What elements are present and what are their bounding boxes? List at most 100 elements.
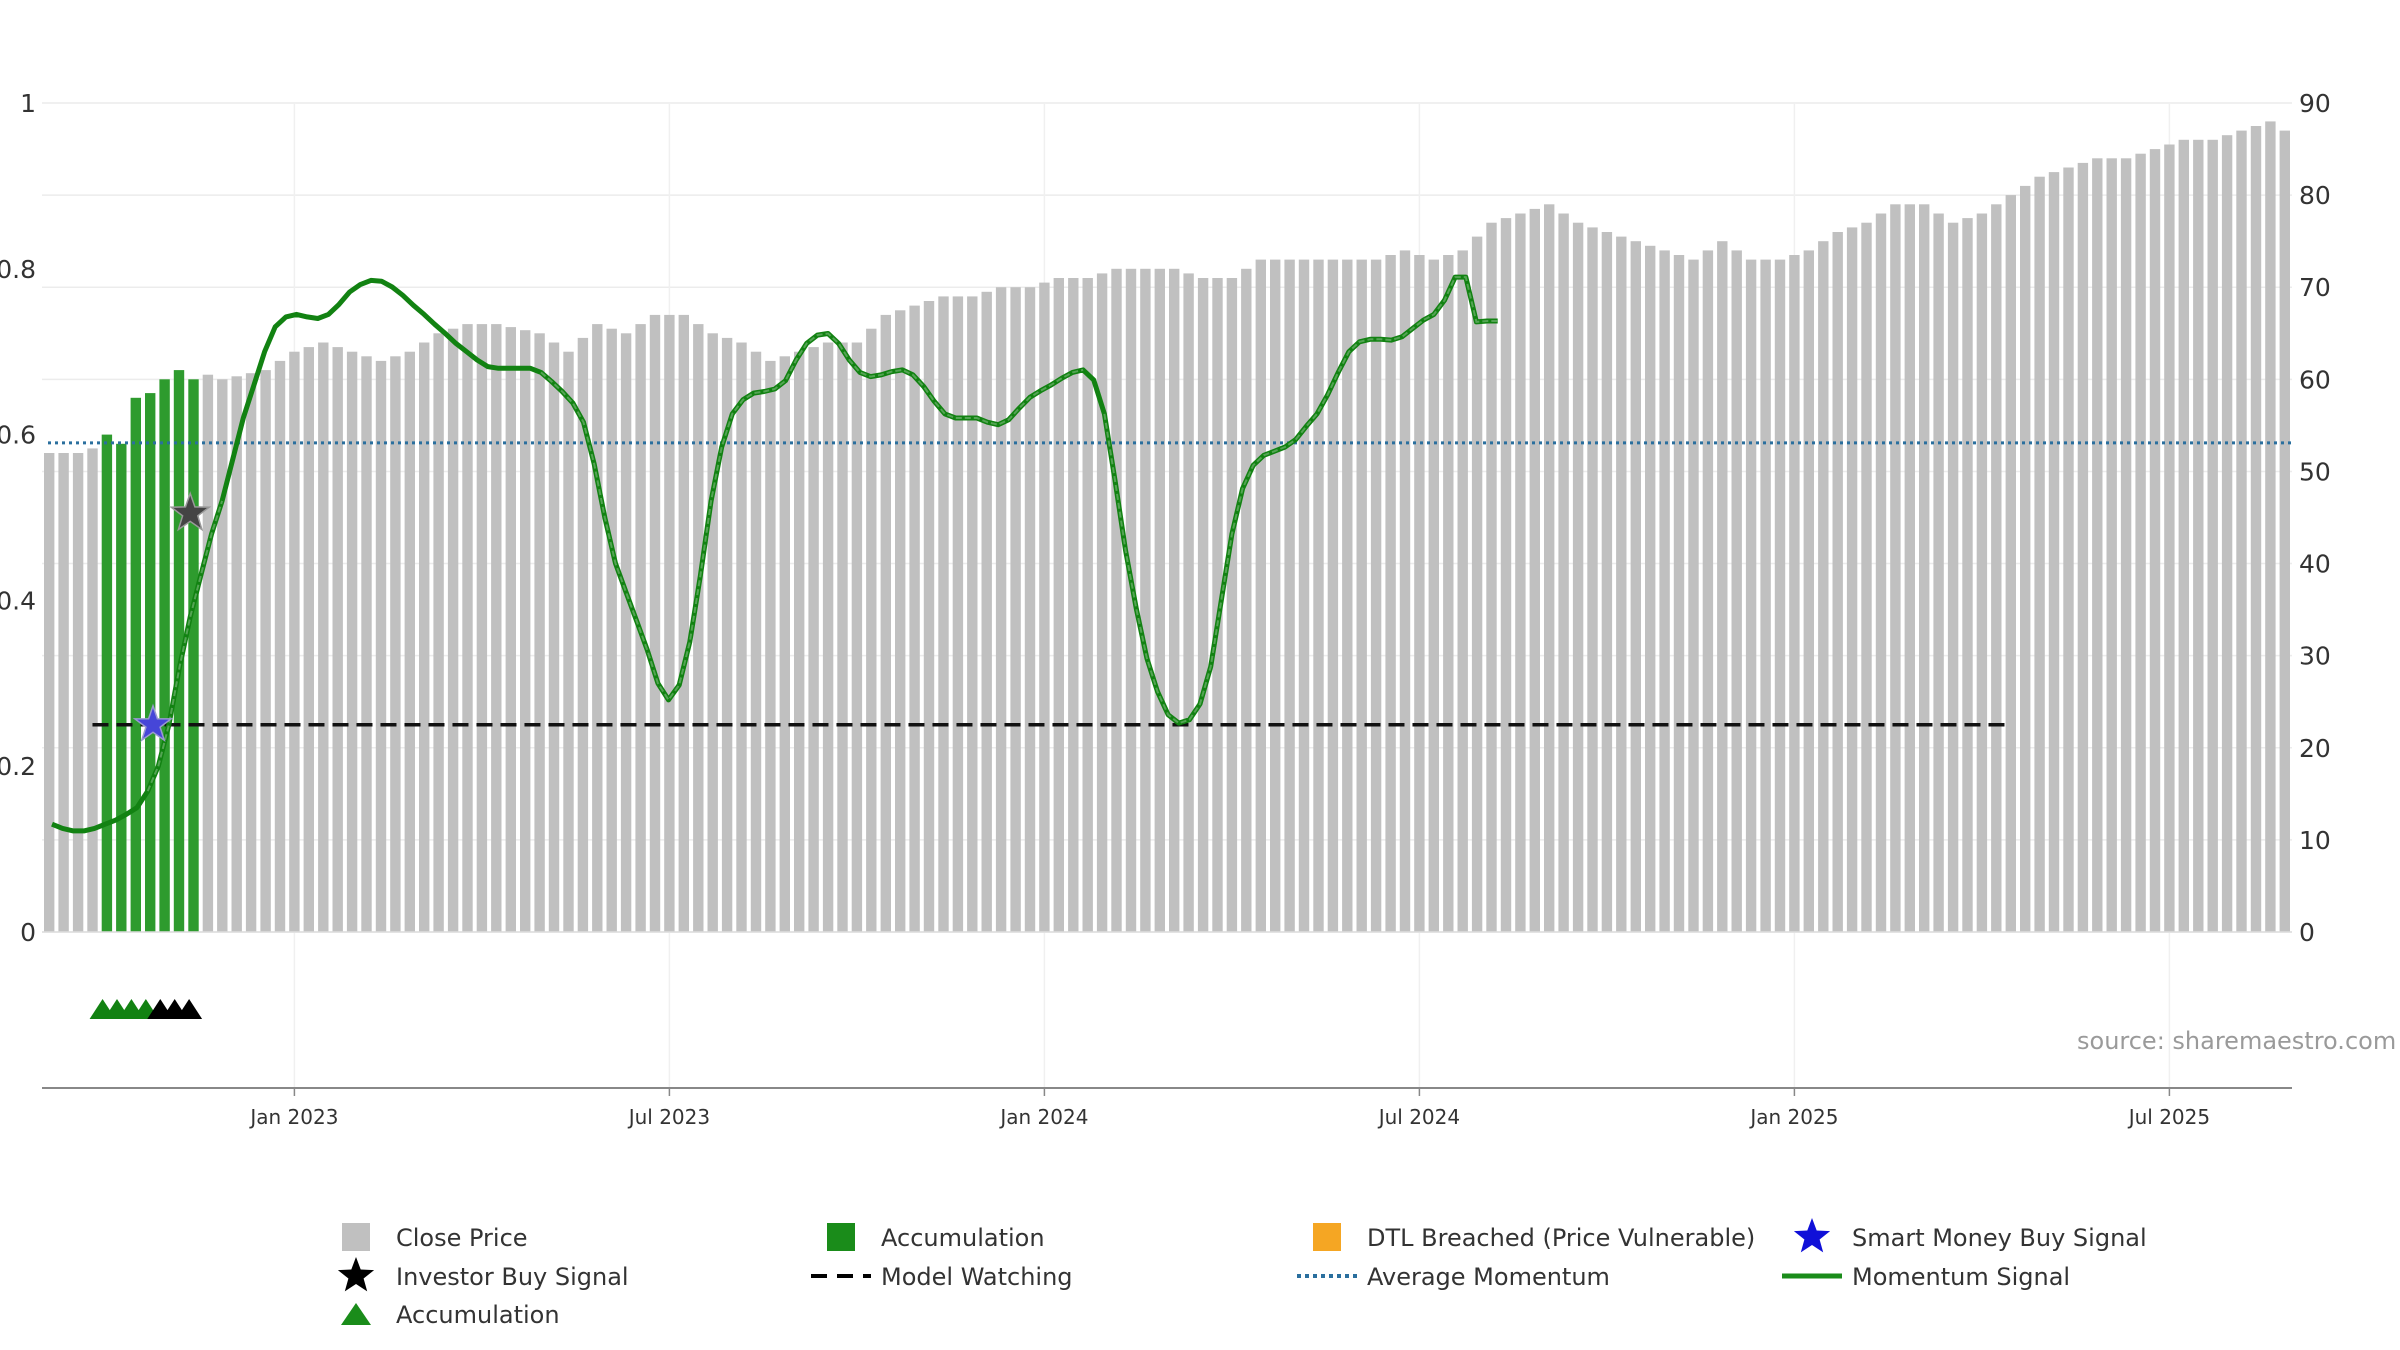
close-price-bar: [1962, 218, 1973, 933]
legend-triangle-icon: [341, 1303, 371, 1325]
left-axis-tick-label: 0.2: [0, 752, 36, 781]
close-price-bar: [2092, 158, 2103, 933]
right-axis-tick-label: 0: [2299, 918, 2315, 947]
close-price-bar: [2193, 139, 2204, 933]
close-price-bar: [1140, 268, 1151, 932]
close-price-bar: [1861, 222, 1872, 932]
close-price-bar: [2164, 144, 2175, 932]
close-price-bar: [880, 314, 891, 932]
legend-item: Close Price: [342, 1223, 528, 1252]
close-price-bar: [909, 305, 920, 933]
momentum-signal-faded: [540, 332, 1084, 702]
close-price-bar: [1024, 287, 1036, 932]
close-price-bar: [1399, 250, 1411, 932]
close-price-bar: [1197, 278, 1209, 932]
close-price-bar: [1616, 236, 1627, 933]
x-axis-tick-label: Jul 2024: [1377, 1105, 1460, 1129]
left-axis-tick-label: 0: [20, 918, 36, 947]
close-price-bar: [967, 296, 978, 932]
close-price-bar: [678, 314, 689, 932]
close-price-bar: [1818, 241, 1829, 932]
close-price-bar: [2250, 126, 2262, 932]
close-price-bar: [2265, 121, 2276, 932]
close-price-bar: [1255, 259, 1266, 933]
accumulation-bar: [173, 370, 185, 933]
close-price-bar: [1601, 232, 1613, 932]
close-price-bar: [1053, 278, 1064, 932]
close-price-bar: [462, 324, 473, 933]
close-price-bar: [1226, 278, 1238, 932]
close-price-bar: [1991, 204, 2002, 933]
close-price-bar: [1890, 204, 1901, 933]
momentum-signal-faded: [1103, 276, 1498, 725]
accumulation-bar: [116, 443, 127, 932]
close-price-bar: [1327, 259, 1339, 933]
close-price-bar: [346, 351, 358, 932]
close-price-bar: [505, 327, 516, 933]
close-price-bar: [1096, 273, 1108, 932]
close-price-bar: [433, 333, 444, 932]
close-price-bar: [72, 453, 84, 932]
close-price-bar: [447, 328, 459, 932]
investor-triangle-icon: [176, 999, 203, 1019]
close-price-bar: [2207, 139, 2218, 933]
close-price-bar: [1212, 278, 1223, 932]
accumulation-bar: [145, 393, 156, 933]
accumulation-bar: [188, 379, 199, 932]
close-price-bar: [1111, 268, 1122, 932]
close-price-bar: [1904, 204, 1915, 933]
close-price-bar: [1947, 222, 1959, 932]
close-price-bar: [1082, 278, 1093, 932]
right-axis-tick-label: 60: [2299, 365, 2331, 394]
close-price-bar: [794, 351, 805, 932]
close-price-bar: [981, 291, 992, 932]
close-price-bar: [736, 342, 747, 932]
close-price-bar: [866, 328, 877, 932]
left-axis-tick-label: 0.8: [0, 255, 36, 284]
close-price-bar: [1356, 259, 1367, 933]
close-price-bar: [1558, 213, 1569, 932]
legend-label: Accumulation: [881, 1224, 1045, 1252]
legend-item: DTL Breached (Price Vulnerable): [1313, 1223, 1755, 1252]
x-axis-tick-label: Jan 2023: [248, 1105, 338, 1129]
left-axis-tick-label: 1: [20, 89, 36, 118]
legend-item: Accumulation: [341, 1301, 560, 1329]
close-price-bar: [361, 356, 372, 932]
close-price-bar: [765, 360, 776, 932]
close-price-bar: [1125, 268, 1137, 932]
close-price-bar: [1717, 241, 1728, 932]
close-price-bar: [44, 453, 55, 932]
close-price-bar: [1471, 236, 1483, 933]
right-axis-tick-label: 80: [2299, 181, 2331, 210]
legend-label: Accumulation: [396, 1301, 560, 1329]
close-price-bar: [923, 301, 935, 932]
accumulation-bar: [130, 397, 141, 932]
legend-label: Smart Money Buy Signal: [1852, 1224, 2147, 1252]
close-price-bar: [2034, 176, 2045, 932]
close-price-bar: [1673, 255, 1685, 932]
close-price-bar: [548, 342, 560, 932]
close-price-bar: [1544, 204, 1555, 933]
close-price-bar: [779, 356, 790, 932]
close-price-bar: [577, 337, 589, 932]
price-bars: [44, 121, 2290, 933]
close-price-bar: [1731, 250, 1742, 932]
right-axis-tick-label: 40: [2299, 550, 2331, 579]
close-price-bar: [1760, 259, 1771, 933]
left-axis-tick-label: 0.4: [0, 586, 36, 615]
close-price-bar: [1529, 208, 1540, 932]
legend-label: Model Watching: [881, 1263, 1073, 1291]
legend-item: Smart Money Buy Signal: [1793, 1218, 2147, 1253]
close-price-bar: [1659, 250, 1670, 932]
close-price-bar: [2063, 167, 2074, 932]
close-price-bar: [1154, 268, 1165, 932]
close-price-bar: [1414, 255, 1425, 932]
close-price-bar: [563, 351, 574, 932]
close-price-bar: [895, 310, 906, 933]
close-price-bar: [1313, 259, 1324, 933]
momentum-lines: [48, 274, 2292, 834]
close-price-bar: [390, 356, 401, 932]
close-price-bar: [274, 360, 286, 932]
left-axis-tick-label: 0.6: [0, 421, 36, 450]
